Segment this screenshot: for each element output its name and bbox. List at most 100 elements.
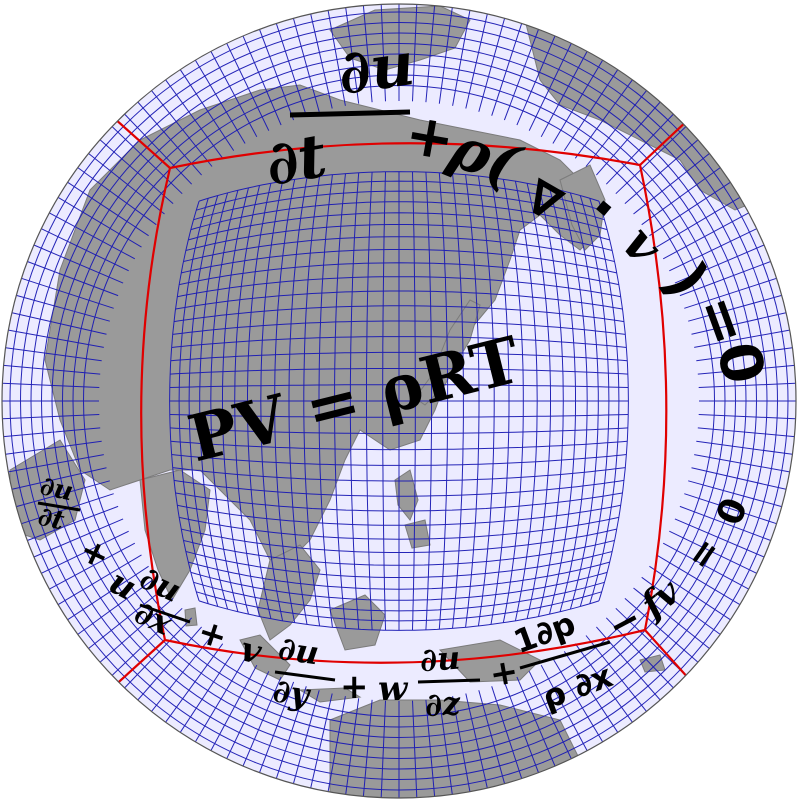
grid-parallel: [169, 384, 629, 388]
grid-outer-spoke: [99, 598, 174, 663]
grid-outer-spoke: [8, 329, 104, 348]
grid-outer-spoke: [585, 635, 647, 712]
grid-outer-spoke: [624, 598, 699, 663]
grid-parallel: [185, 551, 613, 578]
grid-outer-spoke: [412, 700, 418, 798]
grid-outer-spoke: [2, 382, 100, 388]
grid-outer-spoke: [552, 59, 604, 144]
grid-outer-spoke: [563, 651, 619, 733]
grid-outer-spoke: [452, 696, 471, 792]
grid-outer-spoke: [33, 244, 124, 284]
grid-outer-spoke: [292, 690, 320, 784]
grid-outer-spoke: [503, 29, 539, 121]
grid-outer-spoke: [691, 467, 787, 490]
grid-outer-spoke: [49, 542, 136, 590]
grid-outer-spoke: [16, 294, 110, 322]
grid-outer-spoke: [226, 43, 270, 131]
grid-outer-spoke: [674, 518, 765, 558]
momentum-dudy-num: ∂u: [276, 629, 321, 672]
grid-parallel: [169, 414, 629, 418]
grid-outer-spoke: [41, 228, 129, 272]
grid-outer-spoke: [292, 18, 320, 112]
grid-outer-spoke: [412, 4, 418, 102]
momentum-dudz-num: ∂u: [419, 639, 462, 680]
momentum-plus-4: +: [487, 651, 522, 695]
grid-parallel: [177, 504, 621, 526]
grid-outer-spoke: [596, 101, 661, 176]
landmass-philippines-2: [404, 519, 431, 549]
grid-parallel: [177, 276, 621, 298]
grid-outer-spoke: [624, 139, 699, 204]
grid-outer-spoke: [679, 261, 771, 297]
grid-outer-spoke: [165, 79, 224, 159]
grid-outer-spoke: [111, 126, 183, 195]
grid-parallel: [198, 171, 600, 202]
grid-outer-spoke: [11, 312, 107, 335]
grid-outer-spoke: [362, 5, 373, 103]
grid-outer-spoke: [641, 576, 721, 635]
grid-outer-spoke: [275, 686, 307, 779]
continuity-plus: +: [400, 99, 460, 174]
grid-outer-spoke: [438, 7, 453, 104]
momentum-dudz-den: ∂z: [424, 684, 463, 724]
momentum-dudt-num: ∂u: [37, 471, 75, 507]
grid-outer-spoke: [2, 414, 100, 420]
grid-outer-spoke: [99, 139, 174, 204]
grid-outer-spoke: [691, 312, 787, 335]
grid-outer-spoke: [327, 696, 346, 792]
momentum-dpdx-bar: [519, 640, 611, 670]
grid-outer-spoke: [605, 617, 674, 689]
grid-outer-spoke: [57, 196, 142, 248]
grid-outer-spoke: [77, 576, 157, 635]
grid-outer-spoke: [641, 167, 721, 226]
continuity-fraction-bar: [289, 109, 411, 118]
panel-edge-top-right: [639, 117, 691, 166]
grid-parallel: [188, 212, 610, 241]
grid-parallel: [179, 262, 619, 286]
grid-outer-spoke: [540, 51, 588, 138]
momentum-w: w: [378, 669, 409, 709]
grid-parallel: [171, 454, 627, 466]
grid-outer-spoke: [574, 79, 633, 159]
grid-parallel: [190, 201, 608, 231]
grid-outer-spoke: [49, 212, 136, 260]
grid-outer-spoke: [310, 693, 333, 789]
grid-outer-spoke: [425, 5, 436, 103]
grid-outer-spoke: [165, 643, 224, 723]
grid-outer-spoke: [615, 126, 687, 195]
grid-outer-spoke: [528, 43, 572, 131]
grid-outer-spoke: [27, 505, 119, 541]
grid-outer-spoke: [194, 658, 246, 743]
grid-outer-spoke: [528, 671, 572, 759]
grid-parallel: [170, 368, 628, 375]
grid-outer-spoke: [649, 181, 731, 237]
grid-outer-spoke: [633, 153, 710, 215]
grid-parallel: [181, 249, 617, 274]
panel-edge-bottom-left: [109, 639, 166, 691]
grid-outer-spoke: [151, 90, 213, 167]
grid-outer-spoke: [275, 23, 307, 116]
grid-outer-spoke: [67, 181, 149, 237]
grid-parallel: [183, 236, 615, 262]
momentum-dudy-bar: [274, 670, 336, 682]
grid-outer-spoke: [27, 261, 119, 297]
grid-outer-spoke: [380, 700, 386, 798]
grid-outer-spoke: [669, 530, 757, 574]
grid-outer-spoke: [259, 29, 295, 121]
grid-outer-spoke: [574, 643, 633, 723]
grid-outer-spoke: [77, 167, 157, 226]
grid-parallel: [172, 467, 626, 482]
grid-outer-spoke: [656, 196, 741, 248]
grid-outer-spoke: [478, 18, 506, 112]
grid-outer-spoke: [438, 698, 453, 795]
grid-outer-spoke: [552, 658, 604, 743]
momentum-dudx-bar: [139, 603, 191, 624]
grid-outer-spoke: [503, 681, 539, 773]
grid-parallel: [190, 571, 608, 601]
grid-outer-spoke: [615, 607, 687, 676]
grid-outer-spoke: [310, 13, 333, 109]
grid-outer-spoke: [327, 10, 346, 106]
grid-outer-spoke: [491, 686, 523, 779]
grid-outer-spoke: [3, 427, 101, 438]
